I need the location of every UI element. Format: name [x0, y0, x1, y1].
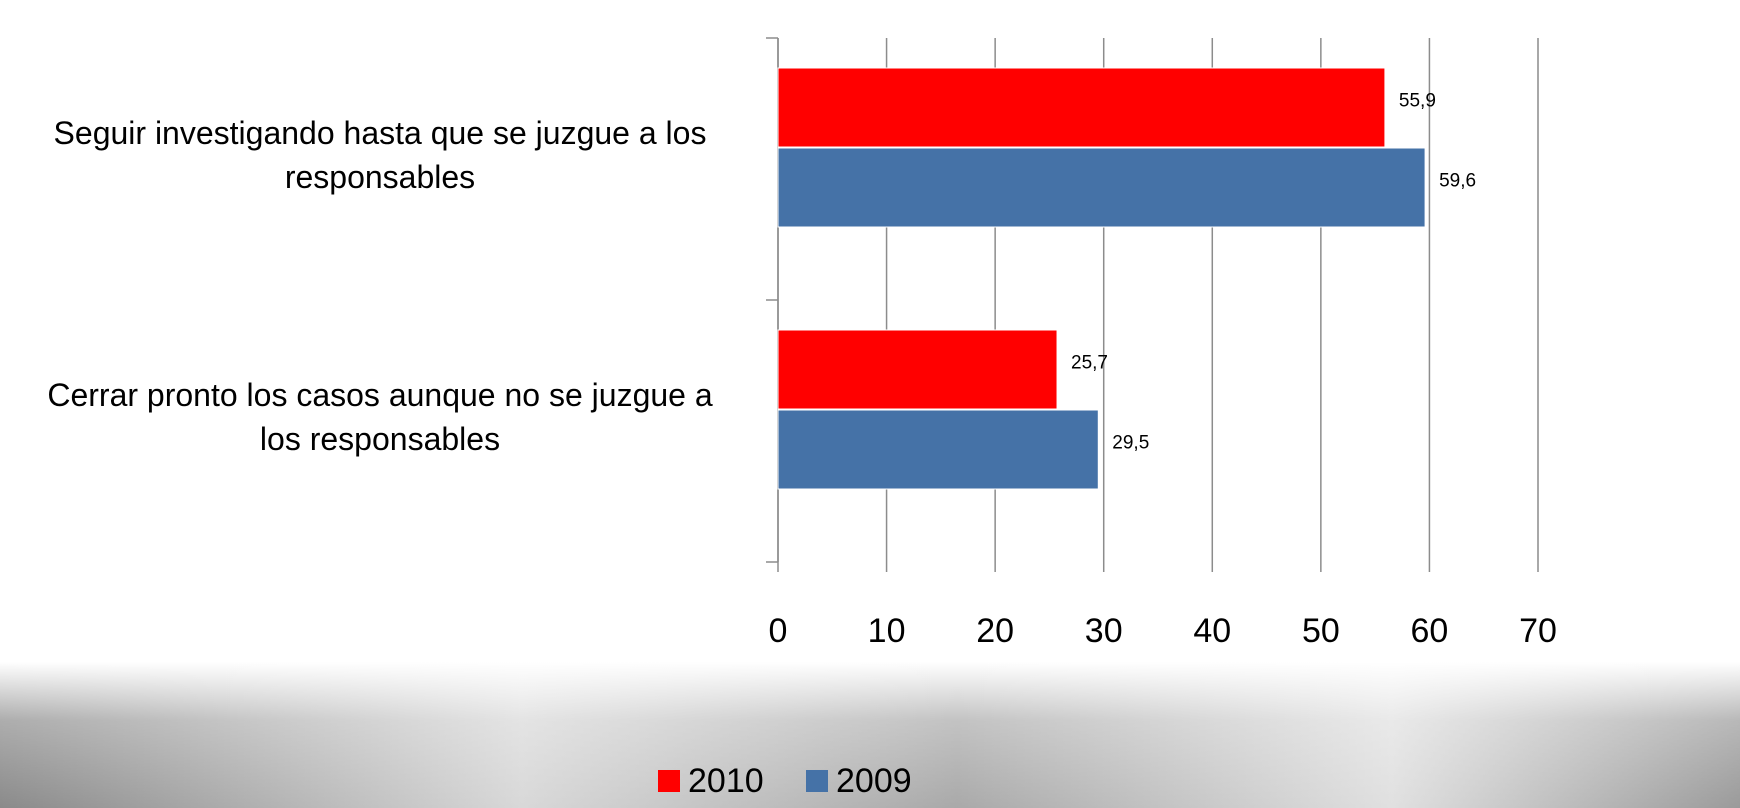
- category-label: Cerrar pronto los casos aunque no se juz…: [47, 377, 713, 457]
- legend-label: 2010: [688, 762, 764, 800]
- x-tick-label: 60: [1411, 612, 1449, 650]
- value-label: 29,5: [1112, 433, 1149, 454]
- x-tick-label: 10: [868, 612, 906, 650]
- bar: [777, 147, 1426, 228]
- category-label: Seguir investigando hasta que se juzgue …: [53, 115, 707, 195]
- x-tick-label: 50: [1302, 612, 1340, 650]
- x-tick-label: 30: [1085, 612, 1123, 650]
- x-tick-label: 0: [769, 612, 788, 650]
- x-tick-label: 40: [1193, 612, 1231, 650]
- value-label: 59,6: [1439, 171, 1476, 192]
- bar: [777, 329, 1058, 410]
- x-tick-label: 70: [1519, 612, 1557, 650]
- bar: [777, 409, 1099, 490]
- x-tick-label: 20: [976, 612, 1014, 650]
- value-label: 55,9: [1399, 91, 1436, 112]
- bar: [777, 67, 1386, 148]
- background-fade: [0, 662, 1740, 808]
- value-label: 25,7: [1071, 353, 1108, 374]
- legend-swatch: [806, 770, 828, 792]
- legend-label: 2009: [836, 762, 912, 800]
- legend-swatch: [658, 770, 680, 792]
